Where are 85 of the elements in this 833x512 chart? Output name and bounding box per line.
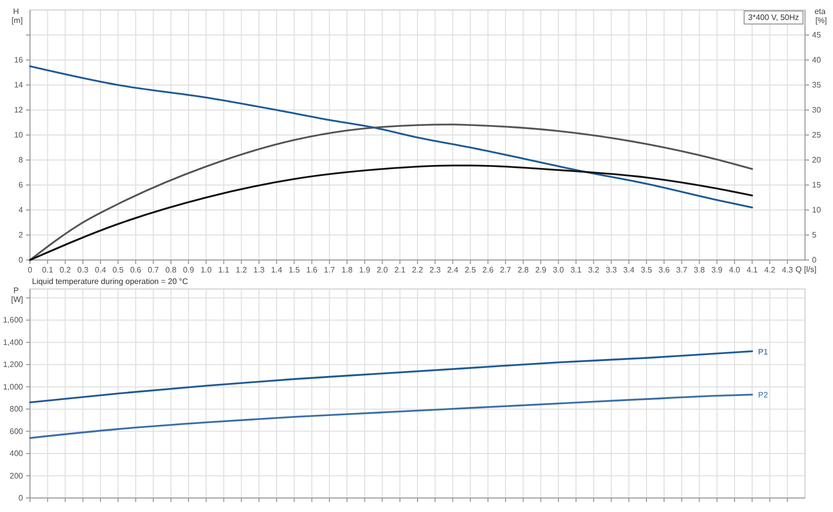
x-tick-label: 1.6 (306, 266, 318, 275)
line-series (29, 350, 754, 404)
y-tick-label: 800 (10, 404, 24, 414)
x-tick-label: 1.9 (359, 266, 371, 275)
series-label: P1 (758, 347, 768, 356)
line-series (29, 124, 754, 261)
x-tick-label: 3.4 (623, 266, 635, 275)
y2-tick-label: 45 (812, 30, 822, 40)
x-tick-label: 1.0 (200, 266, 212, 275)
annotation: 3*400 V, 50Hz (748, 13, 799, 22)
y-tick-label: 0 (18, 494, 24, 503)
y-tick-label: 1,600 (2, 316, 24, 325)
y2-axis-title: eta [%] (813, 7, 827, 25)
x-tick-label: 1.8 (341, 266, 354, 275)
x-tick-label: 0.2 (60, 266, 72, 275)
y-tick-label: 10 (14, 130, 24, 140)
y2-tick-label: 0 (812, 256, 817, 265)
x-tick-label: 0.7 (148, 266, 160, 275)
x-tick-label: 3.5 (640, 266, 653, 275)
y-tick-label: 12 (14, 106, 24, 115)
y2-tick-label: 5 (812, 230, 817, 240)
x-tick-label: 3.1 (570, 266, 582, 275)
x-tick-label: 0.5 (112, 266, 124, 275)
x-tick-label: 1.3 (253, 266, 266, 275)
x-tick-label: 2.0 (376, 266, 388, 275)
x-tick-label: 1.2 (236, 266, 248, 275)
y-axis-title: P [W] (8, 286, 24, 304)
x-tick-label: 1.5 (288, 266, 300, 275)
y2-tick-label: 20 (812, 156, 822, 165)
line-series (29, 394, 754, 439)
y2-tick-label: 15 (812, 180, 822, 190)
x-tick-label: 3.2 (588, 266, 600, 275)
y-tick-label: 14 (14, 80, 24, 90)
x-tick-label: 2.8 (518, 266, 530, 275)
x-tick-label: 0.1 (42, 266, 54, 275)
x-tick-label: 0.9 (182, 266, 195, 275)
y-tick-label: 2 (18, 230, 24, 240)
x-tick-label: 2.7 (500, 266, 512, 275)
y-tick-label: 4 (18, 206, 24, 215)
x-tick-label: 1.1 (218, 266, 230, 275)
x-tick-label: 3.7 (676, 266, 688, 275)
x-tick-label: 0.3 (77, 266, 89, 275)
series-label: P2 (758, 390, 768, 400)
x-tick-label: 3.8 (694, 266, 706, 275)
x-tick-label: 2.3 (430, 266, 442, 275)
x-tick-label: 3.0 (552, 266, 565, 275)
line-series (29, 65, 754, 208)
x-tick-label: 0 (28, 266, 33, 275)
y-tick-label: 8 (18, 156, 24, 165)
y-axis-title: H [m] (9, 7, 23, 25)
x-tick-label: 0.8 (165, 266, 178, 275)
y2-tick-label: 40 (812, 56, 822, 65)
x-tick-label: 2.4 (447, 266, 459, 275)
x-tick-label: 0.6 (130, 266, 142, 275)
x-tick-label: 4.2 (764, 266, 776, 275)
x-tick-label: 2.6 (482, 266, 494, 275)
x-tick-label: 1.7 (324, 266, 336, 275)
y-tick-label: 1,000 (2, 382, 24, 392)
x-tick-label: 3.3 (606, 266, 618, 275)
x-tick-label: 0.4 (94, 266, 107, 275)
y-tick-label: 1,400 (2, 338, 24, 347)
text: Liquid temperature during operation = 20 °C (32, 277, 188, 286)
y-tick-label: 200 (10, 471, 24, 480)
y-tick-label: 6 (18, 180, 24, 190)
x-tick-label: 2.9 (535, 266, 547, 275)
y2-tick-label: 35 (812, 80, 822, 90)
y2-tick-label: 25 (812, 130, 822, 140)
x-tick-label: 2.5 (464, 266, 476, 275)
x-tick-label: 4.1 (746, 266, 758, 275)
y-tick-label: 16 (14, 56, 24, 65)
x-tick-label: 3.6 (658, 266, 670, 275)
y-tick-label: 1,200 (2, 360, 24, 370)
x-tick-label: 4.3 (782, 266, 794, 275)
y-tick-label: 400 (10, 449, 24, 458)
x-tick-label: 4.0 (728, 266, 741, 275)
y-tick-label: 0 (18, 256, 24, 265)
y2-tick-label: 30 (812, 106, 822, 115)
line-series (29, 164, 754, 261)
y-tick-label: 600 (10, 426, 24, 436)
x-tick-label: 1.4 (271, 266, 283, 275)
x-axis-title: Q [l/s] (796, 265, 816, 274)
x-tick-label: 2.1 (394, 266, 406, 275)
y2-tick-label: 10 (812, 206, 822, 215)
x-tick-label: 3.9 (711, 266, 724, 275)
x-tick-label: 2.2 (412, 266, 424, 275)
